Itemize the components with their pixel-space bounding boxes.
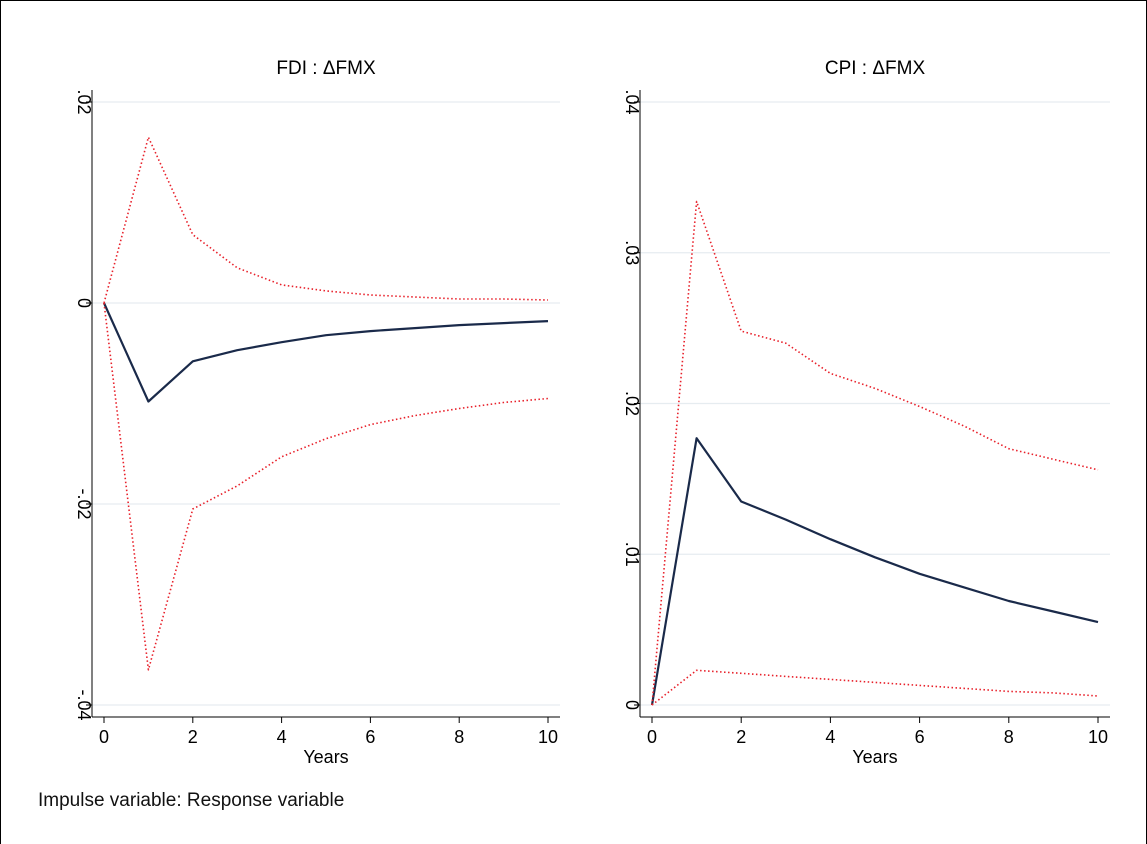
series-irf	[102, 302, 549, 403]
y-tick-label: .03	[622, 240, 642, 265]
series-layer	[650, 200, 1099, 706]
y-tick-label: .02	[622, 391, 642, 416]
axes-layer: 0 .01 .02 .03 .04 0 2 4 6 8 10	[622, 89, 1110, 747]
series-lower	[103, 302, 549, 671]
series-irf	[650, 437, 1099, 706]
y-tick-label: .04	[622, 89, 642, 114]
x-tick-label: 0	[647, 727, 657, 747]
series-lower	[651, 669, 1099, 706]
x-tick-label: 8	[1004, 727, 1014, 747]
grid-layer	[92, 101, 560, 706]
figure-note: Impulse variable: Response variable	[38, 790, 345, 811]
axes-layer: -.04 -.02 0 .02 0 2 4 6 8 10	[74, 89, 560, 747]
x-tick-label: 6	[365, 727, 375, 747]
y-tick-label: .01	[622, 542, 642, 567]
x-tick-label: 10	[1088, 727, 1108, 747]
panel-title: CPI : ΔFMX	[825, 58, 926, 79]
x-tick-label: 2	[188, 727, 198, 747]
y-tick-label: .02	[74, 89, 94, 114]
x-axis-label: Years	[852, 747, 897, 767]
panel-cpi-fmx: CPI : ΔFMX 0 .01 .02 .03 .04 0 2 4 6 8 10 Years	[622, 58, 1110, 767]
x-tick-label: 2	[736, 727, 746, 747]
x-axis-label: Years	[303, 747, 348, 767]
x-tick-label: 4	[825, 727, 835, 747]
x-tick-label: 0	[99, 727, 109, 747]
x-tick-label: 6	[915, 727, 925, 747]
x-tick-label: 8	[454, 727, 464, 747]
series-layer	[102, 136, 549, 671]
y-tick-label: 0	[622, 700, 642, 710]
grid-layer	[640, 101, 1110, 706]
panel-title: FDI : ΔFMX	[276, 58, 376, 79]
panel-fdi-fmx: FDI : ΔFMX -.04 -.02 0 .02 0 2 4 6 8 10 Years	[74, 58, 560, 767]
y-tick-label: -.04	[74, 689, 94, 720]
series-upper	[651, 200, 1099, 706]
x-tick-label: 10	[538, 727, 558, 747]
y-tick-label: 0	[74, 298, 94, 308]
x-tick-label: 4	[277, 727, 287, 747]
y-tick-label: -.02	[74, 488, 94, 519]
